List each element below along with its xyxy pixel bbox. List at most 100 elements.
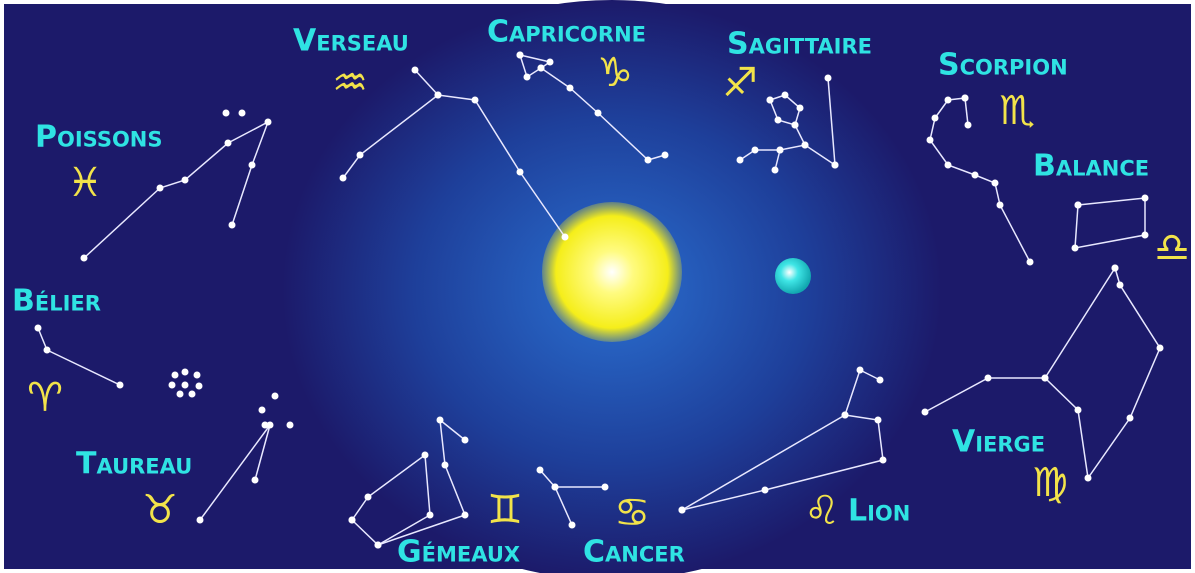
sign-name: Vierge <box>952 425 1045 460</box>
star <box>595 110 602 117</box>
sign-name: Sagittaire <box>727 27 872 62</box>
sign-symbol: ♋ <box>614 490 650 536</box>
star <box>182 177 189 184</box>
star <box>225 140 232 147</box>
star <box>945 162 952 169</box>
star <box>435 92 442 99</box>
planet <box>775 258 811 294</box>
star <box>427 512 434 519</box>
star <box>194 372 201 379</box>
star <box>272 393 279 400</box>
star <box>262 422 269 429</box>
sign-name: Bélier <box>12 284 101 319</box>
star <box>679 507 686 514</box>
star <box>880 457 887 464</box>
star <box>340 175 347 182</box>
zodiac-illustration: Verseau♒Capricorne♑Sagittaire♐Scorpion♏P… <box>0 0 1195 573</box>
star <box>782 92 789 99</box>
star <box>1075 407 1082 414</box>
star <box>197 517 204 524</box>
star <box>932 115 939 122</box>
star <box>972 172 979 179</box>
star <box>737 157 744 164</box>
star <box>462 512 469 519</box>
star <box>792 122 799 129</box>
sign-symbol: ♊ <box>487 487 523 533</box>
star <box>412 67 419 74</box>
sign-name: Verseau <box>293 24 409 59</box>
star <box>1142 195 1149 202</box>
star <box>252 477 259 484</box>
star <box>875 417 882 424</box>
star <box>762 487 769 494</box>
sign-name: Scorpion <box>938 48 1068 83</box>
star <box>802 142 809 149</box>
star <box>645 157 652 164</box>
star <box>265 119 272 126</box>
star <box>927 137 934 144</box>
star <box>182 382 189 389</box>
sign-name: Capricorne <box>487 15 646 50</box>
sign-name: Cancer <box>583 535 685 570</box>
sign-symbol: ♎ <box>1154 225 1190 271</box>
star <box>997 202 1004 209</box>
star <box>752 147 759 154</box>
star <box>602 484 609 491</box>
star <box>81 255 88 262</box>
star <box>569 522 576 529</box>
star <box>35 325 42 332</box>
star <box>117 382 124 389</box>
star <box>547 59 554 66</box>
sign-symbol: ♉ <box>142 487 178 533</box>
star <box>992 180 999 187</box>
star <box>349 517 356 524</box>
star <box>877 377 884 384</box>
star <box>1142 232 1149 239</box>
star <box>196 383 203 390</box>
sign-name: Lion <box>848 494 910 529</box>
star <box>965 122 972 129</box>
star <box>223 110 230 117</box>
star <box>44 347 51 354</box>
star <box>777 147 784 154</box>
star <box>1117 282 1124 289</box>
sign-symbol: ♏ <box>999 88 1035 134</box>
star <box>832 162 839 169</box>
star <box>945 97 952 104</box>
star <box>172 372 179 379</box>
star <box>169 382 176 389</box>
star <box>1042 375 1049 382</box>
star <box>259 407 266 414</box>
star <box>857 367 864 374</box>
star <box>1075 202 1082 209</box>
sign-name: Gémeaux <box>397 535 520 570</box>
star <box>1157 345 1164 352</box>
sign-name: Poissons <box>35 120 163 155</box>
sign-symbol: ♓ <box>67 160 103 206</box>
star <box>1127 415 1134 422</box>
star <box>517 169 524 176</box>
star <box>962 95 969 102</box>
star <box>538 65 545 72</box>
star <box>189 391 196 398</box>
star <box>985 375 992 382</box>
sign-symbol: ♌ <box>804 488 840 534</box>
sign-symbol: ♍ <box>1032 460 1068 506</box>
star <box>1112 265 1119 272</box>
star <box>1085 475 1092 482</box>
star <box>562 234 569 241</box>
star <box>422 452 429 459</box>
star <box>567 85 574 92</box>
star <box>239 110 246 117</box>
star <box>182 369 189 376</box>
star <box>825 75 832 82</box>
star <box>517 52 524 59</box>
star <box>462 437 469 444</box>
star <box>357 152 364 159</box>
sign-name: Balance <box>1033 149 1149 184</box>
star <box>842 412 849 419</box>
star <box>922 409 929 416</box>
star <box>797 105 804 112</box>
star <box>177 391 184 398</box>
sign-symbol: ♑ <box>597 50 633 96</box>
